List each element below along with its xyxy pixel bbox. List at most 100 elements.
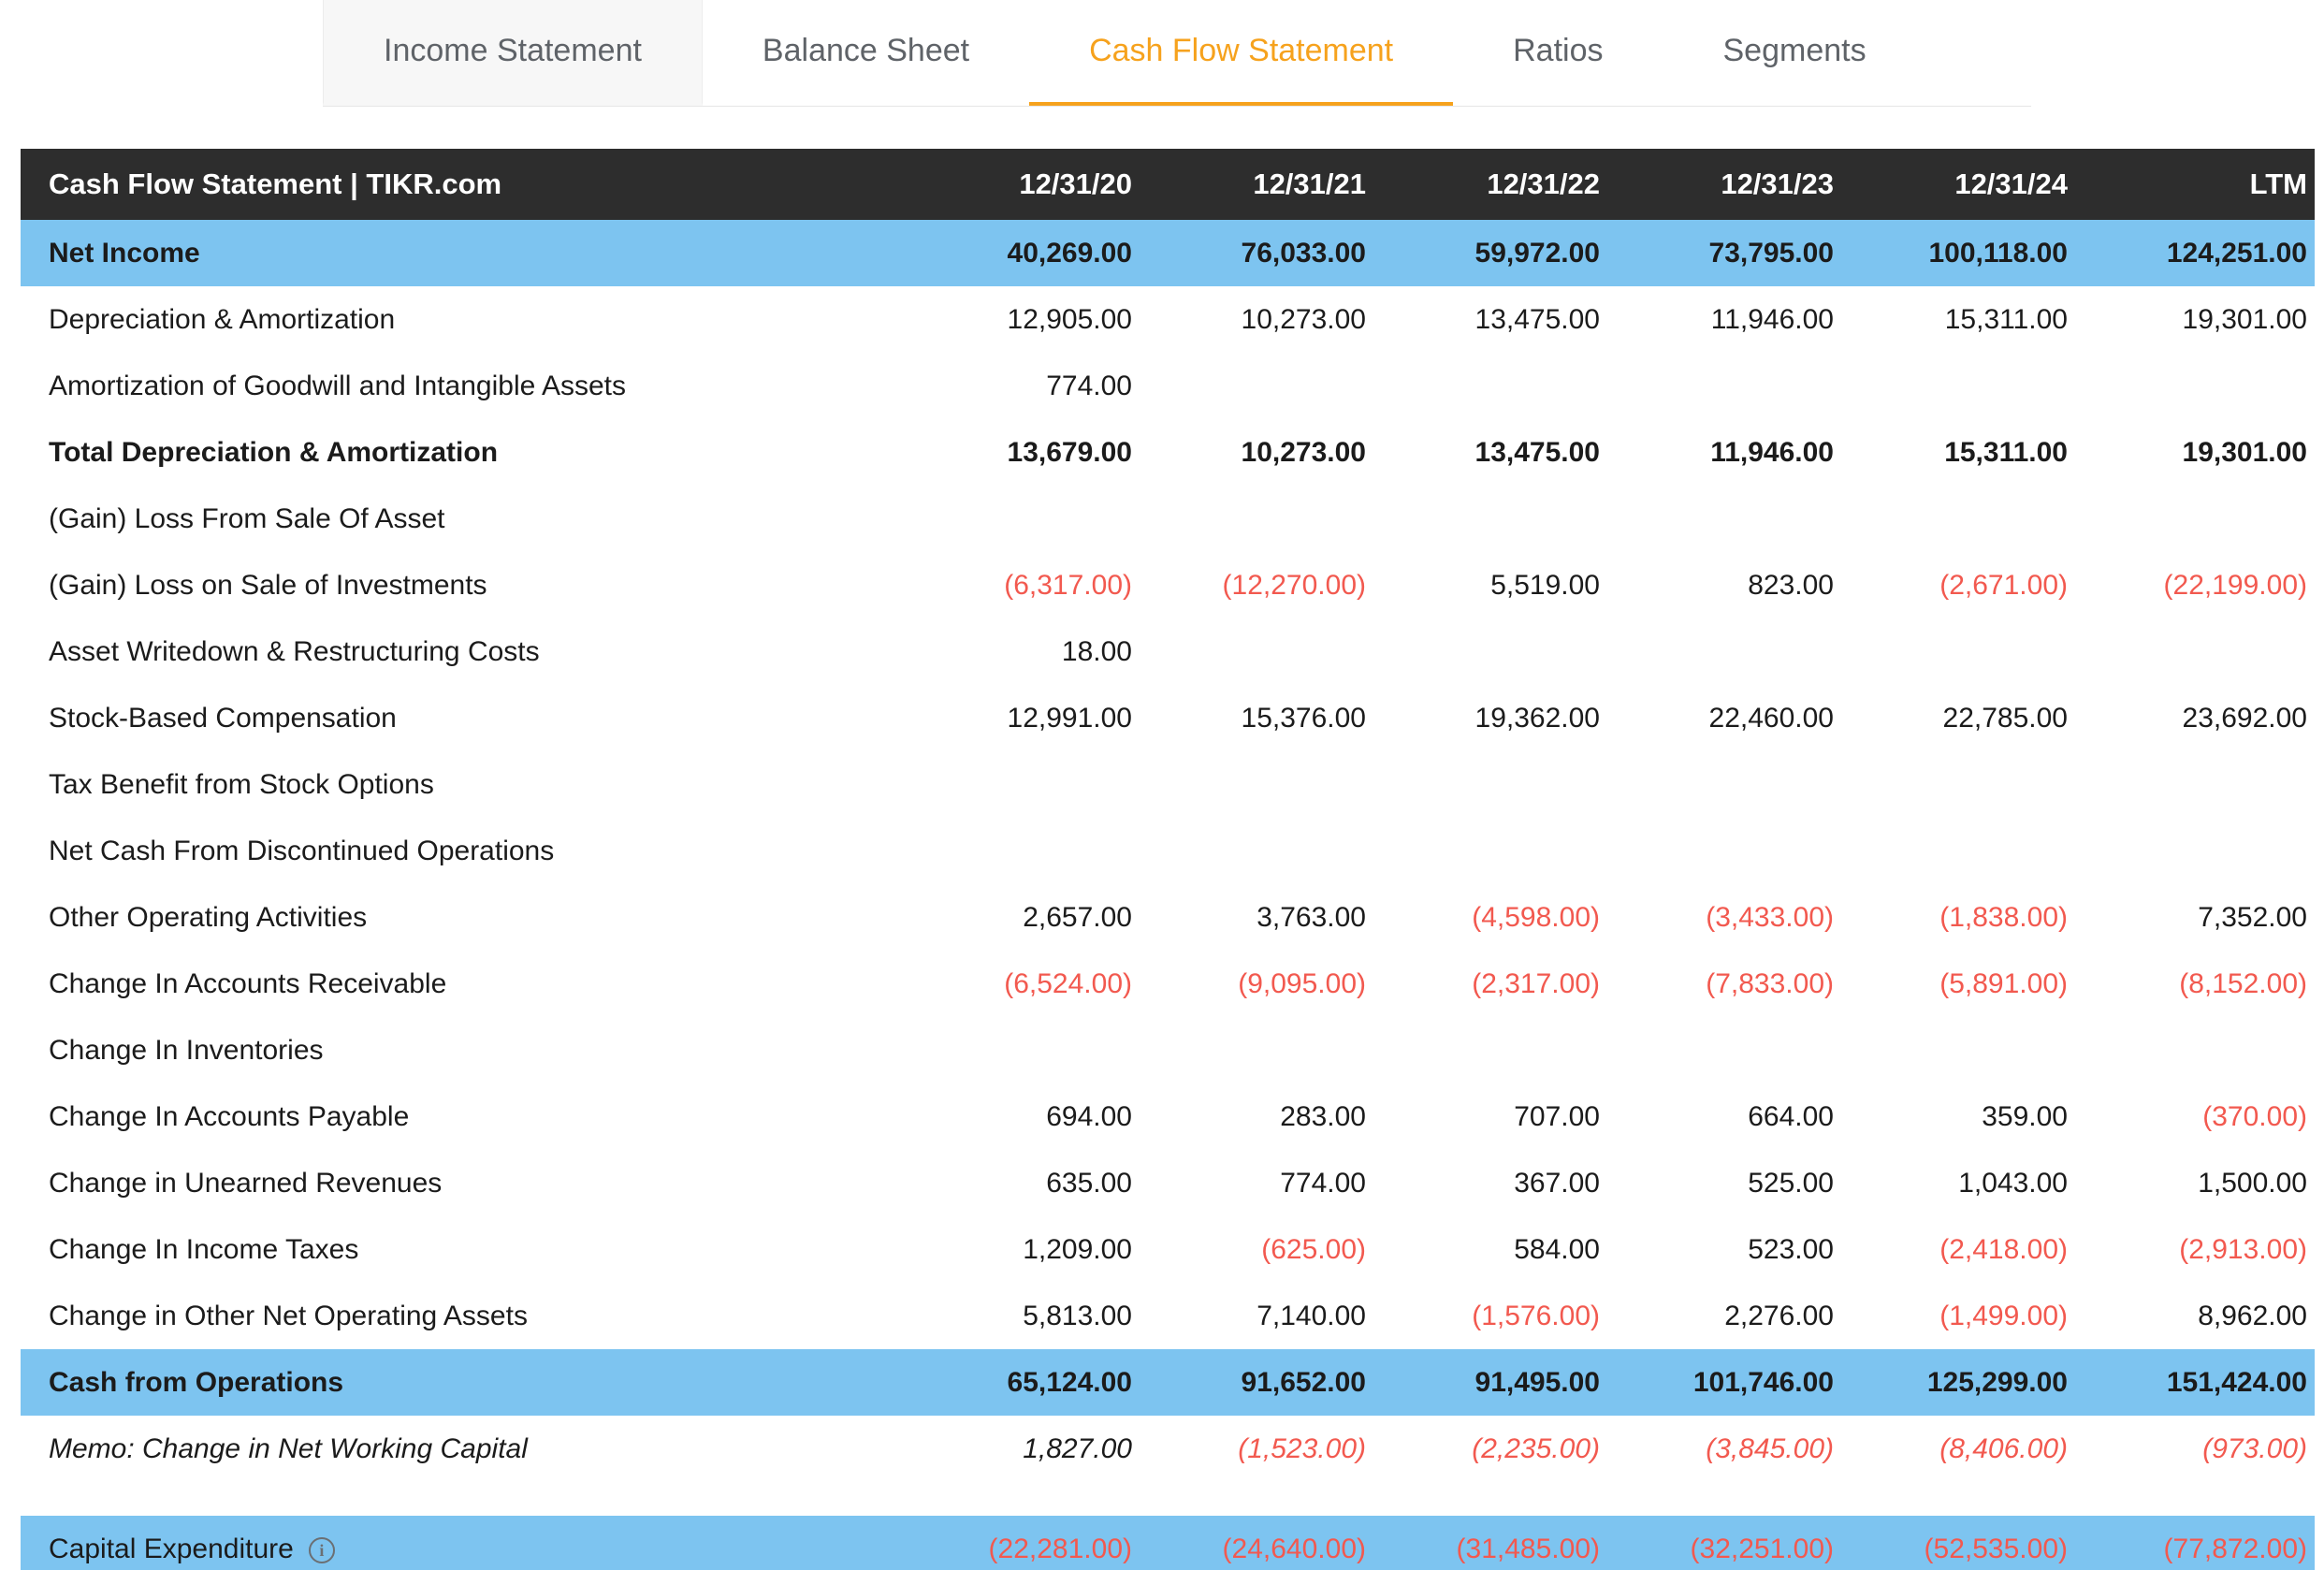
cell-value: (7,833.00) [1706,967,1834,999]
cell-value: 13,475.00 [1474,436,1600,468]
cell-value [1847,618,2081,685]
table-row: Amortization of Goodwill and Intangible … [21,353,2315,419]
cell-value: 8,962.00 [2198,1300,2307,1331]
table-row: (Gain) Loss From Sale Of Asset [21,486,2315,552]
cell-value [1379,353,1613,419]
cell-value: 18.00 [1061,635,1132,667]
row-label: Net Income [21,220,911,286]
cell-value [1145,353,1379,419]
row-label-text: (Gain) Loss on Sale of Investments [49,569,487,601]
cell-value: (8,406.00) [1939,1432,2068,1464]
cell-value: (3,433.00) [1706,901,1834,933]
cell-value [1379,618,1613,685]
row-label: Memo: Change in Net Working Capital [21,1416,911,1482]
row-label: (Gain) Loss From Sale Of Asset [21,486,911,552]
cell-value [911,1017,1145,1083]
cell-value: 15,311.00 [1944,303,2068,335]
cell-value: 22,460.00 [1708,702,1834,734]
cell-value: (370.00) [2202,1100,2307,1132]
cell-value: (5,891.00) [1939,967,2068,999]
cell-value [2081,1017,2315,1083]
tab-cash-flow-statement[interactable]: Cash Flow Statement [1029,0,1454,106]
cell-value [1379,751,1613,818]
cell-value [911,486,1145,552]
cell-value: 5,519.00 [1490,569,1600,601]
cell-value [1613,486,1847,552]
row-label-text: Net Cash From Discontinued Operations [49,835,555,866]
cell-value [1613,618,1847,685]
row-label-text: Change In Income Taxes [49,1233,359,1265]
row-label: Change In Accounts Receivable [21,951,911,1017]
cell-value: (2,671.00) [1939,569,2068,601]
cell-value [1847,818,2081,884]
cell-value: 10,273.00 [1241,303,1366,335]
cell-value: 40,269.00 [1007,237,1132,269]
cell-value: 523.00 [1748,1233,1834,1265]
cell-value: 7,140.00 [1256,1300,1366,1331]
table-header-row: Cash Flow Statement | TIKR.com 12/31/20 1… [21,149,2315,220]
info-icon[interactable]: i [308,1537,335,1563]
cell-value: 101,746.00 [1692,1366,1834,1398]
cell-value: 3,763.00 [1256,901,1366,933]
cell-value: 367.00 [1514,1167,1600,1199]
cell-value: (2,418.00) [1939,1233,2068,1265]
column-header: 12/31/21 [1253,167,1366,200]
table-row: Net Income 40,269.00 76,033.00 59,972.00 73,… [21,220,2315,286]
cell-value: 19,301.00 [2182,436,2307,468]
cell-value: 91,495.00 [1474,1366,1600,1398]
cell-value: (2,235.00) [1472,1432,1600,1464]
cell-value: 584.00 [1514,1233,1600,1265]
row-label-text: Change in Other Net Operating Assets [49,1300,528,1331]
cell-value: 635.00 [1046,1167,1132,1199]
cell-value: 1,209.00 [1023,1233,1132,1265]
tab-income-statement[interactable]: Income Statement [323,0,703,106]
cell-value: (31,485.00) [1456,1533,1600,1564]
column-header: 12/31/24 [1954,167,2068,200]
table-row: Change In Inventories [21,1017,2315,1083]
cell-value [1145,818,1379,884]
tab-segments[interactable]: Segments [1722,33,1866,68]
row-label: Depreciation & Amortization [21,286,911,353]
tab-ratios[interactable]: Ratios [1513,33,1604,68]
cell-value [1847,751,2081,818]
cell-value: 1,043.00 [1958,1167,2068,1199]
row-label: Change In Income Taxes [21,1216,911,1283]
spacer-row [21,1482,2315,1516]
row-label: Other Operating Activities [21,884,911,951]
row-label: Capital Expenditure i [21,1516,911,1570]
cell-value [911,818,1145,884]
table-row: Stock-Based Compensation 12,991.00 15,376.… [21,685,2315,751]
table-row: Other Operating Activities 2,657.00 3,763.… [21,884,2315,951]
table-row: Change in Unearned Revenues 635.00 774.00 3… [21,1150,2315,1216]
row-label-text: Amortization of Goodwill and Intangible … [49,370,627,401]
row-label-text: (Gain) Loss From Sale Of Asset [49,502,445,534]
row-label-text: Tax Benefit from Stock Options [49,768,434,800]
tab-balance-sheet[interactable]: Balance Sheet [762,33,970,68]
cell-value: 5,813.00 [1023,1300,1132,1331]
table-row: Memo: Change in Net Working Capital 1,827… [21,1416,2315,1482]
cell-value: 774.00 [1280,1167,1366,1199]
cell-value [1847,353,2081,419]
cell-value: 12,905.00 [1007,303,1132,335]
cell-value: 151,424.00 [2166,1366,2307,1398]
row-label: Change In Inventories [21,1017,911,1083]
table-row: Asset Writedown & Restructuring Costs 18.… [21,618,2315,685]
cell-value: (52,535.00) [1924,1533,2068,1564]
cell-value [1145,751,1379,818]
cell-value [2081,353,2315,419]
column-header: 12/31/23 [1721,167,1834,200]
row-label: Stock-Based Compensation [21,685,911,751]
cell-value [2081,818,2315,884]
table-row: Depreciation & Amortization 12,905.00 10,2… [21,286,2315,353]
cell-value: (12,270.00) [1222,569,1366,601]
cell-value: (625.00) [1261,1233,1366,1265]
row-label: Change in Other Net Operating Assets [21,1283,911,1349]
cell-value: (3,845.00) [1706,1432,1834,1464]
table-row: (Gain) Loss on Sale of Investments (6,317… [21,552,2315,618]
cell-value [1847,1017,2081,1083]
row-label: Change In Accounts Payable [21,1083,911,1150]
cell-value: (6,524.00) [1004,967,1132,999]
cell-value [2081,618,2315,685]
cell-value [1847,486,2081,552]
cell-value: (6,317.00) [1004,569,1132,601]
